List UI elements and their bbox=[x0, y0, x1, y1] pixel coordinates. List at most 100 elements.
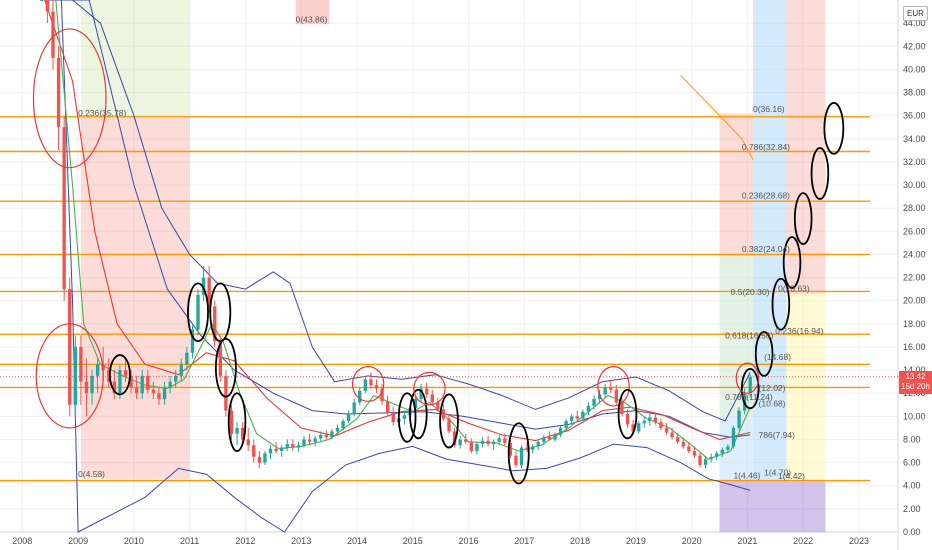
price-tick-label: 40.00 bbox=[903, 64, 926, 74]
time-tick-label: 2019 bbox=[626, 536, 646, 546]
fib-level-label: 0.236(28.68) bbox=[742, 190, 790, 200]
candle-body bbox=[385, 401, 390, 413]
candle-body bbox=[123, 370, 128, 376]
candle-body bbox=[703, 459, 708, 465]
time-tick-label: 2014 bbox=[347, 536, 367, 546]
candle-body bbox=[508, 442, 513, 456]
candle-body bbox=[45, 0, 50, 12]
time-tick-label: 2017 bbox=[514, 536, 534, 546]
fib-zone bbox=[752, 0, 787, 482]
fib-level-label: 0(20.63) bbox=[778, 283, 810, 293]
fib-zone bbox=[786, 0, 826, 294]
candle-body bbox=[134, 387, 139, 394]
candle-body bbox=[224, 375, 228, 411]
fib-level-label: 1(4.46) bbox=[733, 470, 760, 480]
fib-level-label: 0.382(24.04) bbox=[742, 244, 790, 254]
fib-zone bbox=[752, 481, 787, 532]
price-tick-label: 8.00 bbox=[903, 434, 921, 444]
candle-body bbox=[648, 417, 652, 421]
price-tick-label: 20.00 bbox=[903, 296, 926, 306]
fib-zones bbox=[80, 0, 826, 532]
fib-level-label: 0(36.16) bbox=[753, 104, 785, 114]
candle-body bbox=[631, 424, 635, 432]
ellipse-marker-black bbox=[810, 147, 830, 200]
candle-body bbox=[737, 410, 741, 428]
candle-body bbox=[302, 439, 306, 446]
candle-body bbox=[603, 387, 607, 395]
candle-body bbox=[715, 453, 719, 457]
candle-body bbox=[614, 389, 619, 403]
candle-body bbox=[313, 438, 317, 442]
candle-body bbox=[659, 422, 663, 428]
fib-level-label: (10.68) bbox=[759, 398, 786, 408]
candle-body bbox=[335, 427, 340, 432]
price-tick-label: 32.00 bbox=[903, 157, 926, 167]
candle-body bbox=[469, 441, 473, 452]
currency-badge[interactable]: EUR bbox=[903, 6, 928, 21]
last-price-value: 13.42 bbox=[905, 371, 926, 381]
candle-body bbox=[609, 387, 613, 390]
candle-body bbox=[542, 437, 546, 442]
bar-countdown: 15d 20h bbox=[901, 381, 930, 391]
price-tick-label: 22.00 bbox=[903, 273, 926, 283]
ellipse-marker-black bbox=[823, 102, 845, 155]
price-tick-label: 36.00 bbox=[903, 111, 926, 121]
candle-body bbox=[107, 370, 111, 382]
candle-body bbox=[620, 402, 624, 415]
candle-body bbox=[112, 381, 117, 394]
candle-body bbox=[586, 405, 591, 412]
candle-body bbox=[201, 277, 206, 295]
ellipse-marker-black bbox=[782, 236, 802, 289]
candle-body bbox=[51, 11, 55, 58]
candle-body bbox=[246, 439, 250, 446]
candle-body bbox=[581, 411, 585, 419]
fib-level-label: 0(4.58) bbox=[78, 469, 105, 479]
candle-body bbox=[380, 388, 384, 402]
candle-body bbox=[369, 379, 373, 386]
candle-body bbox=[514, 455, 518, 465]
candle-body bbox=[118, 370, 122, 394]
candle-body bbox=[664, 427, 669, 433]
candle-body bbox=[391, 412, 395, 423]
bollinger-lower-line bbox=[60, 0, 751, 533]
candle-body bbox=[146, 375, 150, 390]
fib-level-label: (12.02) bbox=[759, 383, 786, 393]
candle-body bbox=[436, 402, 440, 410]
ellipse-marker-red bbox=[35, 323, 104, 429]
candle-body bbox=[464, 439, 468, 442]
ellipse-marker-red bbox=[413, 371, 446, 406]
candle-body bbox=[285, 444, 289, 448]
ellipse-marker-black bbox=[209, 282, 232, 343]
candle-body bbox=[346, 414, 351, 421]
candle-body bbox=[480, 440, 485, 445]
ellipse-marker-black bbox=[439, 393, 459, 449]
candle-body bbox=[279, 447, 284, 452]
ellipse-annotations[interactable] bbox=[32, 28, 845, 485]
candle-body bbox=[157, 393, 161, 399]
price-tick-label: 42.00 bbox=[903, 41, 926, 51]
price-tick-label: 16.00 bbox=[903, 342, 926, 352]
price-tick-label: 38.00 bbox=[903, 88, 926, 98]
price-tick-label: 28.00 bbox=[903, 203, 926, 213]
horizontal-levels[interactable] bbox=[0, 116, 870, 482]
candle-body bbox=[213, 306, 217, 342]
price-tick-label: 0.00 bbox=[903, 527, 921, 537]
candle-body bbox=[358, 390, 362, 403]
ellipse-marker-black bbox=[397, 392, 417, 443]
ellipse-marker-red bbox=[351, 366, 385, 402]
time-axis[interactable]: 2008 2009 2010 2011 2012 2013 2014 2015 2016 2017… bbox=[12, 536, 869, 546]
price-tick-label: 24.00 bbox=[903, 249, 926, 259]
price-axis[interactable]: 0.002.004.006.008.0010.0012.0014.0016.00… bbox=[903, 18, 926, 537]
ellipse-marker-black bbox=[793, 192, 813, 245]
candle-body bbox=[90, 375, 94, 394]
ellipse-marker-black bbox=[507, 422, 530, 485]
candle-body bbox=[207, 277, 211, 307]
fib-zone bbox=[295, 0, 330, 25]
ellipse-marker-black bbox=[187, 282, 209, 343]
bollinger-upper-line bbox=[72, 0, 751, 422]
candle-body bbox=[168, 381, 172, 388]
ellipse-marker-black bbox=[617, 388, 638, 440]
price-tick-label: 2.00 bbox=[903, 504, 921, 514]
